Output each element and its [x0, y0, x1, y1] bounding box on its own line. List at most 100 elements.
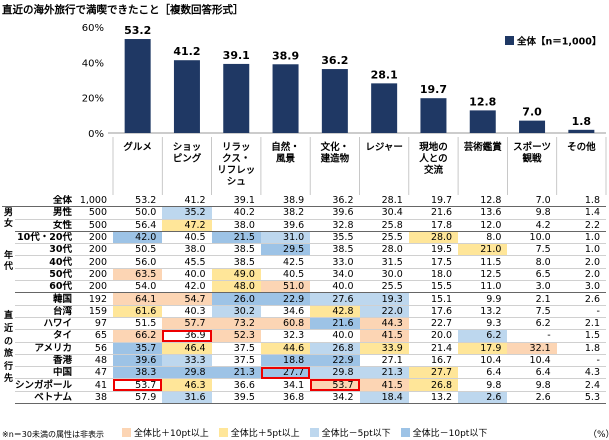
category-label: 文化・建造物 — [320, 141, 350, 165]
table-cell: 9.9 — [458, 292, 508, 306]
table-cell: 2.6 — [556, 292, 606, 306]
sample-size: 41 — [75, 378, 114, 392]
legend-swatch — [309, 428, 319, 437]
table-cell: 18.0 — [408, 268, 459, 282]
sample-size: 47 — [75, 366, 114, 380]
table-cell: 25.8 — [359, 219, 409, 232]
table-cell: 8.0 — [507, 255, 557, 269]
table-cell: 12.8 — [458, 195, 508, 208]
table-cell: 34.6 — [260, 305, 311, 318]
table-cell: 18.4 — [359, 391, 409, 405]
category-label: グルメ — [123, 141, 152, 153]
table-cell: 41.5 — [359, 329, 409, 343]
table-cell: 56.0 — [113, 255, 163, 269]
table-cell: 54.7 — [162, 292, 212, 306]
bar-3 — [223, 63, 250, 133]
table-cell: 51.5 — [113, 317, 163, 331]
bar-value-label: 53.2 — [124, 24, 151, 37]
table-cell: 20.0 — [408, 329, 459, 343]
table-cell: 57.9 — [113, 391, 163, 405]
table-cell: 21.6 — [310, 317, 360, 331]
table-cell: 36.2 — [310, 195, 360, 208]
row-group-label — [2, 195, 15, 208]
bar-value-label: 12.8 — [469, 95, 496, 108]
table-cell: 6.4 — [507, 366, 557, 380]
table-cell: - — [556, 354, 606, 368]
table-cell: 11.5 — [458, 255, 508, 269]
table-cell: 21.3 — [211, 366, 261, 380]
table-row: 男女 男性 500 50.0 35.2 40.2 38.2 39.6 30.4 21.6 13.6 9… — [2, 206, 606, 229]
row-label: 女性 — [15, 219, 76, 232]
table-cell: 12.0 — [458, 219, 508, 232]
row-label: 韓国 — [15, 292, 76, 306]
row-label: ベトナム — [15, 391, 76, 405]
table-cell: 34.2 — [310, 391, 360, 405]
bar-value-label: 28.1 — [371, 68, 398, 81]
table-cell: 50.0 — [113, 206, 163, 220]
sample-size: 97 — [75, 317, 114, 331]
row-label: 10代・20代 — [15, 231, 76, 245]
row-label: 香港 — [15, 354, 76, 368]
table-cell: 31.6 — [162, 391, 212, 405]
bar-2 — [173, 60, 200, 133]
table-cell: 38.5 — [211, 243, 261, 257]
table-cell: 54.0 — [113, 280, 163, 294]
table-cell: 31.0 — [260, 231, 311, 245]
y-tick-label: 40% — [82, 58, 104, 69]
table-cell: 21.0 — [458, 243, 508, 257]
table-cell: 30.4 — [359, 206, 409, 220]
table-cell: 2.4 — [556, 378, 606, 392]
table-cell: 39.5 — [211, 391, 261, 405]
table-cell: - — [507, 329, 557, 343]
table-cell: 41.5 — [359, 378, 409, 392]
table-row: 女性 500 56.4 47.2 38.0 39.6 32.8 25.8 17.8 12.0 4.2… — [2, 219, 606, 232]
bar-1 — [124, 39, 151, 133]
table-cell: 30.0 — [359, 268, 409, 282]
legend-label: 全体比－5pt以下 — [321, 429, 391, 439]
sample-size: 48 — [75, 354, 114, 368]
table-cell: 17.9 — [458, 342, 508, 355]
table-cell: 7.0 — [507, 195, 557, 208]
table-cell: 66.2 — [113, 329, 163, 343]
table-cell: 39.1 — [211, 195, 261, 208]
table-cell: 61.6 — [113, 305, 163, 318]
table-cell: 26.8 — [408, 378, 459, 392]
table-cell: 40.0 — [162, 268, 212, 282]
legend-swatch — [400, 428, 410, 437]
table-cell: 2.2 — [556, 219, 606, 232]
row-label: 台湾 — [15, 305, 76, 318]
sample-size: 200 — [75, 255, 114, 269]
table-cell: 2.0 — [556, 268, 606, 282]
bar-10 — [568, 129, 595, 133]
table-cell: 2.6 — [507, 391, 557, 405]
table-cell: 21.3 — [359, 366, 409, 380]
table-cell: 57.7 — [162, 317, 212, 331]
bar-9 — [519, 120, 546, 133]
bar-chart: 60% 40% 20% 0% 53.2 グルメ 41.2 ショッピング 39.1 リラックス・リフ… — [82, 23, 607, 195]
table-cell: 38.5 — [211, 255, 261, 269]
table-row: 直近の旅行先 韓国 192 64.1 54.7 26.0 22.9 27.6 19.3 15.1 9… — [2, 292, 606, 384]
table-cell: 13.2 — [408, 391, 459, 405]
legend-swatch — [505, 36, 514, 45]
table-row: ベトナム 38 57.9 31.6 39.5 36.8 34.2 18.4 13.2 2.6 2.6… — [2, 391, 606, 405]
table-cell: 37.5 — [211, 342, 261, 355]
bar-value-label: 1.8 — [572, 115, 592, 128]
category-label: 現地の人との交流 — [419, 141, 448, 176]
table-row: 50代 200 63.5 40.0 49.0 40.5 34.0 30.0 18.0 12.5 6.… — [2, 268, 606, 282]
category-label: その他 — [567, 141, 596, 153]
table-cell: 6.2 — [458, 329, 508, 343]
category-label: リラックス・リフレッシュ — [217, 142, 255, 188]
bar-value-label: 19.7 — [420, 83, 447, 96]
table-cell: 1.8 — [556, 342, 606, 355]
table-cell: 4.3 — [556, 366, 606, 380]
table-cell: 17.5 — [408, 255, 459, 269]
table-cell: 38.5 — [310, 243, 360, 257]
table-cell: 11.0 — [458, 280, 508, 294]
table-cell: 3.0 — [507, 280, 557, 294]
table-cell: 41.2 — [162, 195, 212, 208]
row-label: 40代 — [15, 255, 76, 269]
table-cell: 15.1 — [408, 292, 459, 306]
sample-size: 1,000 — [75, 195, 114, 208]
row-label: シンガポール — [15, 378, 76, 392]
table-cell: 52.3 — [211, 329, 261, 343]
